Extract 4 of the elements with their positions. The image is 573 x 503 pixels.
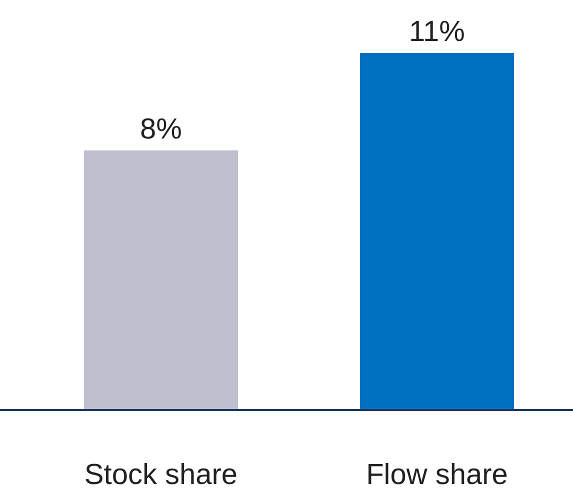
x-tick-label: Flow share <box>366 459 508 491</box>
x-tick-label: Stock share <box>84 459 238 491</box>
data-label: 8% <box>140 113 182 146</box>
data-label: 11% <box>409 16 465 48</box>
